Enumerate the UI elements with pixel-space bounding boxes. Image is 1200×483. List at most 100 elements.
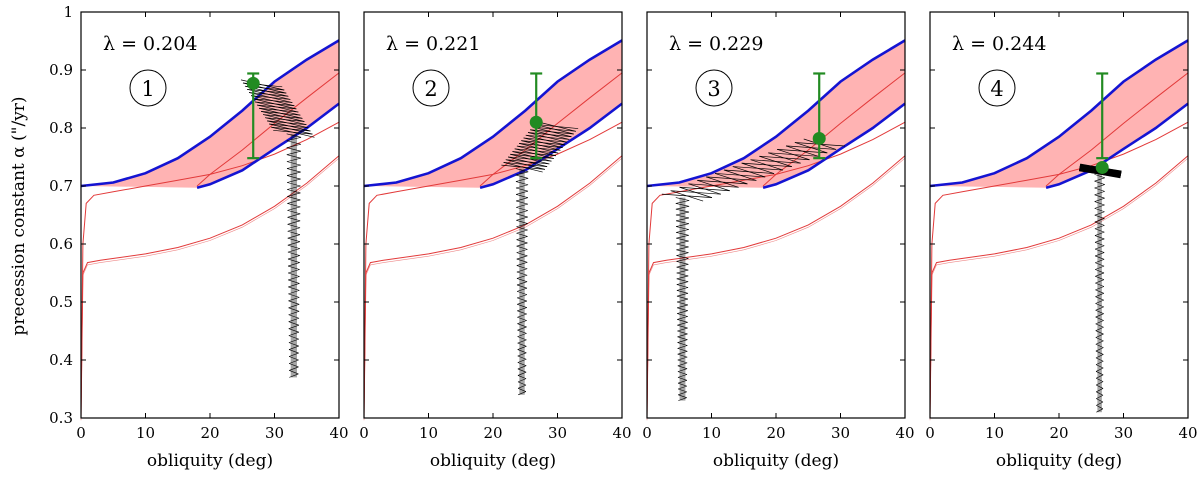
trajectory-segment	[1096, 405, 1104, 410]
resonance-band-lower-edge	[1045, 102, 1189, 189]
trajectory-segment	[676, 272, 689, 277]
trajectory-segment	[286, 143, 302, 149]
trajectory-segment	[677, 342, 688, 346]
trajectory-segment	[288, 335, 299, 340]
trajectory-zigzag	[525, 134, 565, 146]
x-tick-label: 20	[483, 424, 502, 442]
trajectory-segment	[676, 229, 689, 233]
lambda-label: λ = 0.204	[103, 33, 197, 55]
trajectory-segment	[287, 203, 301, 208]
trajectory-zigzag	[759, 155, 792, 167]
observation-point	[812, 131, 826, 145]
trajectory-zigzag	[248, 92, 293, 103]
trajectory-zigzag	[732, 166, 766, 178]
trajectory-segment	[517, 352, 527, 357]
trajectory-segment	[287, 199, 301, 204]
trajectory-zigzag	[527, 132, 568, 143]
trajectory-segment	[676, 261, 689, 265]
panel-3: 0 10 20 30 40 obliquity (deg) λ = 0.229 3	[642, 11, 915, 471]
trajectory-segment	[677, 330, 688, 335]
trajectory-segment	[1095, 272, 1105, 277]
trajectory-segment	[1094, 248, 1105, 253]
trajectory-segment	[676, 295, 689, 300]
trajectory-segment	[677, 345, 688, 349]
trajectory-segment	[1095, 276, 1105, 280]
trajectory-segment	[677, 368, 688, 372]
trajectory-segment	[288, 265, 300, 270]
trajectory-segment	[286, 140, 302, 145]
trajectory-segment	[517, 329, 527, 334]
trajectory-segment	[288, 290, 300, 295]
trajectory-segment	[288, 307, 300, 312]
trajectory-segment	[288, 276, 300, 281]
trajectory-segment	[287, 262, 300, 267]
trajectory-segment	[517, 326, 527, 331]
trajectory-column	[1097, 174, 1102, 413]
trajectory-zigzag	[265, 117, 309, 129]
trajectory-segment	[676, 255, 689, 259]
trajectory-segment	[1095, 343, 1104, 348]
panel-4: 0 10 20 30 40 obliquity (deg) λ = 0.244 4	[925, 11, 1198, 471]
trajectory-segment	[677, 333, 688, 338]
trajectory-segment	[517, 307, 527, 312]
trajectory-segment	[1094, 211, 1105, 216]
trajectory-segment	[515, 171, 529, 176]
trajectory-segment	[517, 365, 527, 370]
x-tick-label: 40	[329, 424, 348, 442]
trajectory-segment	[677, 382, 687, 387]
trajectory-segment	[1095, 282, 1105, 287]
trajectory-segment	[1095, 279, 1105, 284]
trajectory-segment	[517, 323, 527, 328]
trajectory-segment	[676, 293, 689, 297]
y-tick-label: 1	[63, 3, 73, 21]
trajectory-segment	[1095, 262, 1105, 267]
trajectory-segment	[288, 310, 300, 316]
trajectory-zigzag	[777, 149, 810, 161]
trajectory-segment	[676, 240, 689, 245]
trajectory-segment	[516, 281, 528, 286]
trajectory-segment	[677, 365, 688, 369]
x-tick-label: 20	[200, 424, 219, 442]
x-tick-label: 30	[548, 424, 567, 442]
trajectory-segment	[517, 300, 527, 305]
trajectory-segment	[677, 339, 688, 343]
resonance-band-upper-edge	[363, 39, 623, 188]
trajectory-zigzag	[507, 156, 548, 167]
red-curve-lower-shadow	[646, 157, 906, 421]
trajectory-zigzag	[250, 95, 295, 107]
trajectory-segment	[675, 208, 690, 213]
trajectory-segment	[1094, 201, 1105, 206]
trajectory-segment	[1094, 191, 1105, 196]
trajectory-segment	[1094, 208, 1105, 213]
trajectory-segment	[676, 284, 689, 288]
y-tick-label: 0.5	[49, 293, 73, 311]
trajectory-segment	[676, 246, 689, 251]
panel-number-circle	[129, 69, 167, 107]
trajectory-segment	[517, 362, 527, 366]
trajectory-segment	[288, 324, 300, 329]
trajectory-segment	[516, 232, 528, 237]
trajectory-zigzag	[523, 137, 563, 148]
trajectory-zigzag	[714, 173, 748, 185]
y-tick-label: 0.7	[49, 177, 73, 195]
trajectory-segment	[289, 363, 299, 368]
x-tick-label: 0	[925, 424, 935, 442]
trajectory-segment	[1096, 408, 1104, 413]
trajectory-segment	[517, 371, 527, 376]
trajectory-segment	[516, 274, 528, 279]
trajectory-segment	[1096, 388, 1104, 393]
trajectory-segment	[287, 230, 301, 236]
trajectory-segment	[289, 370, 299, 375]
panel-number: 1	[141, 77, 154, 101]
trajectory-segment	[1095, 337, 1104, 342]
x-tick-label: 20	[1049, 424, 1068, 442]
trajectory-zigzag	[263, 114, 307, 126]
trajectory-segment	[287, 189, 301, 194]
trajectory-segment	[287, 210, 301, 215]
trajectory-segment	[517, 378, 527, 383]
x-tick-label: 20	[766, 424, 785, 442]
trajectory-segment	[517, 313, 527, 318]
trajectory-segment	[515, 184, 529, 189]
trajectory-segment	[676, 275, 689, 280]
trajectory-segment	[678, 391, 687, 396]
